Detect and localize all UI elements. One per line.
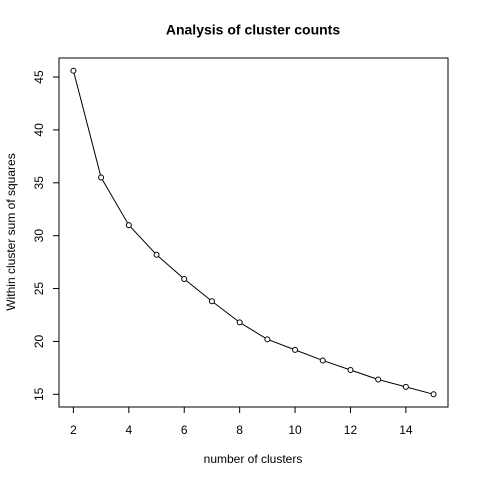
x-tick-label: 8 xyxy=(236,423,243,437)
y-tick-label: 20 xyxy=(32,334,46,348)
data-point xyxy=(430,391,437,398)
data-point xyxy=(181,276,188,283)
data-point xyxy=(347,366,354,373)
data-line xyxy=(72,70,434,395)
x-tick-label: 14 xyxy=(399,423,413,437)
data-point xyxy=(375,376,382,383)
y-tick-label: 30 xyxy=(32,229,46,243)
y-tick-label: 25 xyxy=(32,282,46,296)
y-tick-label: 45 xyxy=(32,70,46,84)
data-point xyxy=(292,346,299,353)
x-axis-label: number of clusters xyxy=(204,452,303,466)
x-tick-label: 6 xyxy=(181,423,188,437)
chart-title: Analysis of cluster counts xyxy=(166,22,340,38)
data-point xyxy=(402,383,409,390)
y-tick-label: 15 xyxy=(32,387,46,401)
x-tick-label: 10 xyxy=(288,423,302,437)
x-tick-label: 2 xyxy=(70,423,77,437)
data-point xyxy=(70,67,77,74)
data-point xyxy=(125,222,132,229)
y-tick-label: 40 xyxy=(32,123,46,137)
data-point xyxy=(264,336,271,343)
x-tick-label: 4 xyxy=(125,423,132,437)
data-point xyxy=(98,174,105,181)
y-tick-label: 35 xyxy=(32,176,46,190)
data-point xyxy=(153,251,160,258)
data-point xyxy=(319,357,326,364)
data-point xyxy=(236,319,243,326)
y-axis-label: Within cluster sum of squares xyxy=(4,153,18,310)
data-point xyxy=(208,298,215,305)
x-tick-label: 12 xyxy=(344,423,358,437)
plot-box xyxy=(58,57,449,408)
